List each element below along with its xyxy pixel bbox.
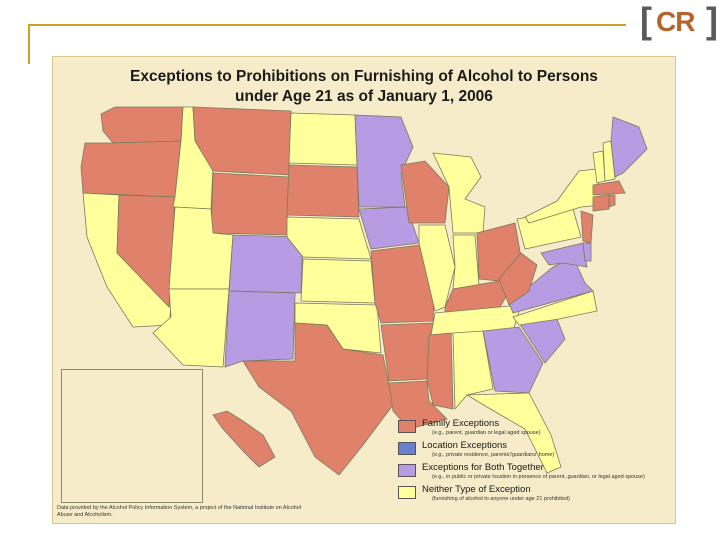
legend-swatch-location <box>398 442 416 455</box>
legend-sublabel: (furnishing of alcohol to anyone under a… <box>432 496 570 502</box>
state-maryland <box>540 242 588 268</box>
state-oregon <box>80 140 182 198</box>
data-source-note: Data provided by the Alcohol Policy Info… <box>57 505 301 518</box>
state-north-dakota <box>288 112 358 166</box>
map-title-line-2: under Age 21 as of January 1, 2006 <box>235 88 493 105</box>
alaska-inset-frame <box>61 369 203 503</box>
state-minnesota <box>354 114 414 208</box>
state-florida <box>465 392 562 474</box>
legend-label: Exceptions for Both Together <box>422 462 544 473</box>
state-wisconsin <box>400 160 450 224</box>
legend-label: Location Exceptions <box>422 440 508 451</box>
legend-item-location: Location Exceptions (e.g., private resid… <box>398 440 668 467</box>
state-west-virginia <box>498 252 538 306</box>
slide-top-rule <box>28 24 626 26</box>
legend-label: Neither Type of Exception <box>422 484 531 495</box>
state-louisiana <box>388 380 448 430</box>
state-washington <box>100 106 184 144</box>
state-michigan <box>432 152 486 234</box>
state-montana <box>192 106 292 176</box>
legend-item-neither: Neither Type of Exception (furnishing of… <box>398 484 668 511</box>
state-south-dakota <box>286 164 360 218</box>
state-rhode-island <box>608 194 616 208</box>
state-georgia <box>482 326 544 394</box>
legend-item-both: Exceptions for Both Together (e.g., in p… <box>398 462 668 489</box>
legend-swatch-family <box>398 420 416 433</box>
state-massachusetts <box>592 180 626 196</box>
state-indiana <box>452 234 480 290</box>
state-new-jersey <box>580 210 594 244</box>
logo-left-bracket: [ <box>640 0 652 41</box>
legend-label: Family Exceptions <box>422 418 500 429</box>
slide-left-rule <box>28 24 30 64</box>
cr-logo: [ CR ] <box>640 0 718 42</box>
legend-sublabel: (e.g., in public or private location in … <box>432 474 645 480</box>
state-missouri <box>370 244 436 324</box>
state-wyoming <box>210 172 290 236</box>
state-arkansas <box>380 322 434 382</box>
state-mississippi <box>426 332 454 410</box>
map-figure: Exceptions to Prohibitions on Furnishing… <box>52 56 676 524</box>
state-kansas <box>300 258 376 304</box>
state-maine <box>610 116 648 178</box>
state-delaware <box>582 242 592 262</box>
map-title: Exceptions to Prohibitions on Furnishing… <box>53 67 675 107</box>
state-nebraska <box>286 216 372 260</box>
legend-item-family: Family Exceptions (e.g., parent, guardia… <box>398 418 668 445</box>
state-nevada <box>116 194 176 308</box>
legend-swatch-neither <box>398 486 416 499</box>
logo-right-bracket: ] <box>706 0 718 41</box>
legend-swatch-both <box>398 464 416 477</box>
legend-sublabel: (e.g., private residence, parents'/guard… <box>432 452 555 458</box>
state-connecticut <box>592 194 610 212</box>
legend-sublabel: (e.g., parent, guardian or legal aged sp… <box>432 430 541 436</box>
state-alabama <box>452 330 494 411</box>
map-title-line-1: Exceptions to Prohibitions on Furnishing… <box>130 68 598 85</box>
state-new-mexico <box>224 290 296 368</box>
state-hawaii <box>212 410 276 468</box>
state-north-carolina <box>512 290 598 326</box>
state-virginia <box>508 256 594 314</box>
logo-letters: CR <box>656 6 695 37</box>
